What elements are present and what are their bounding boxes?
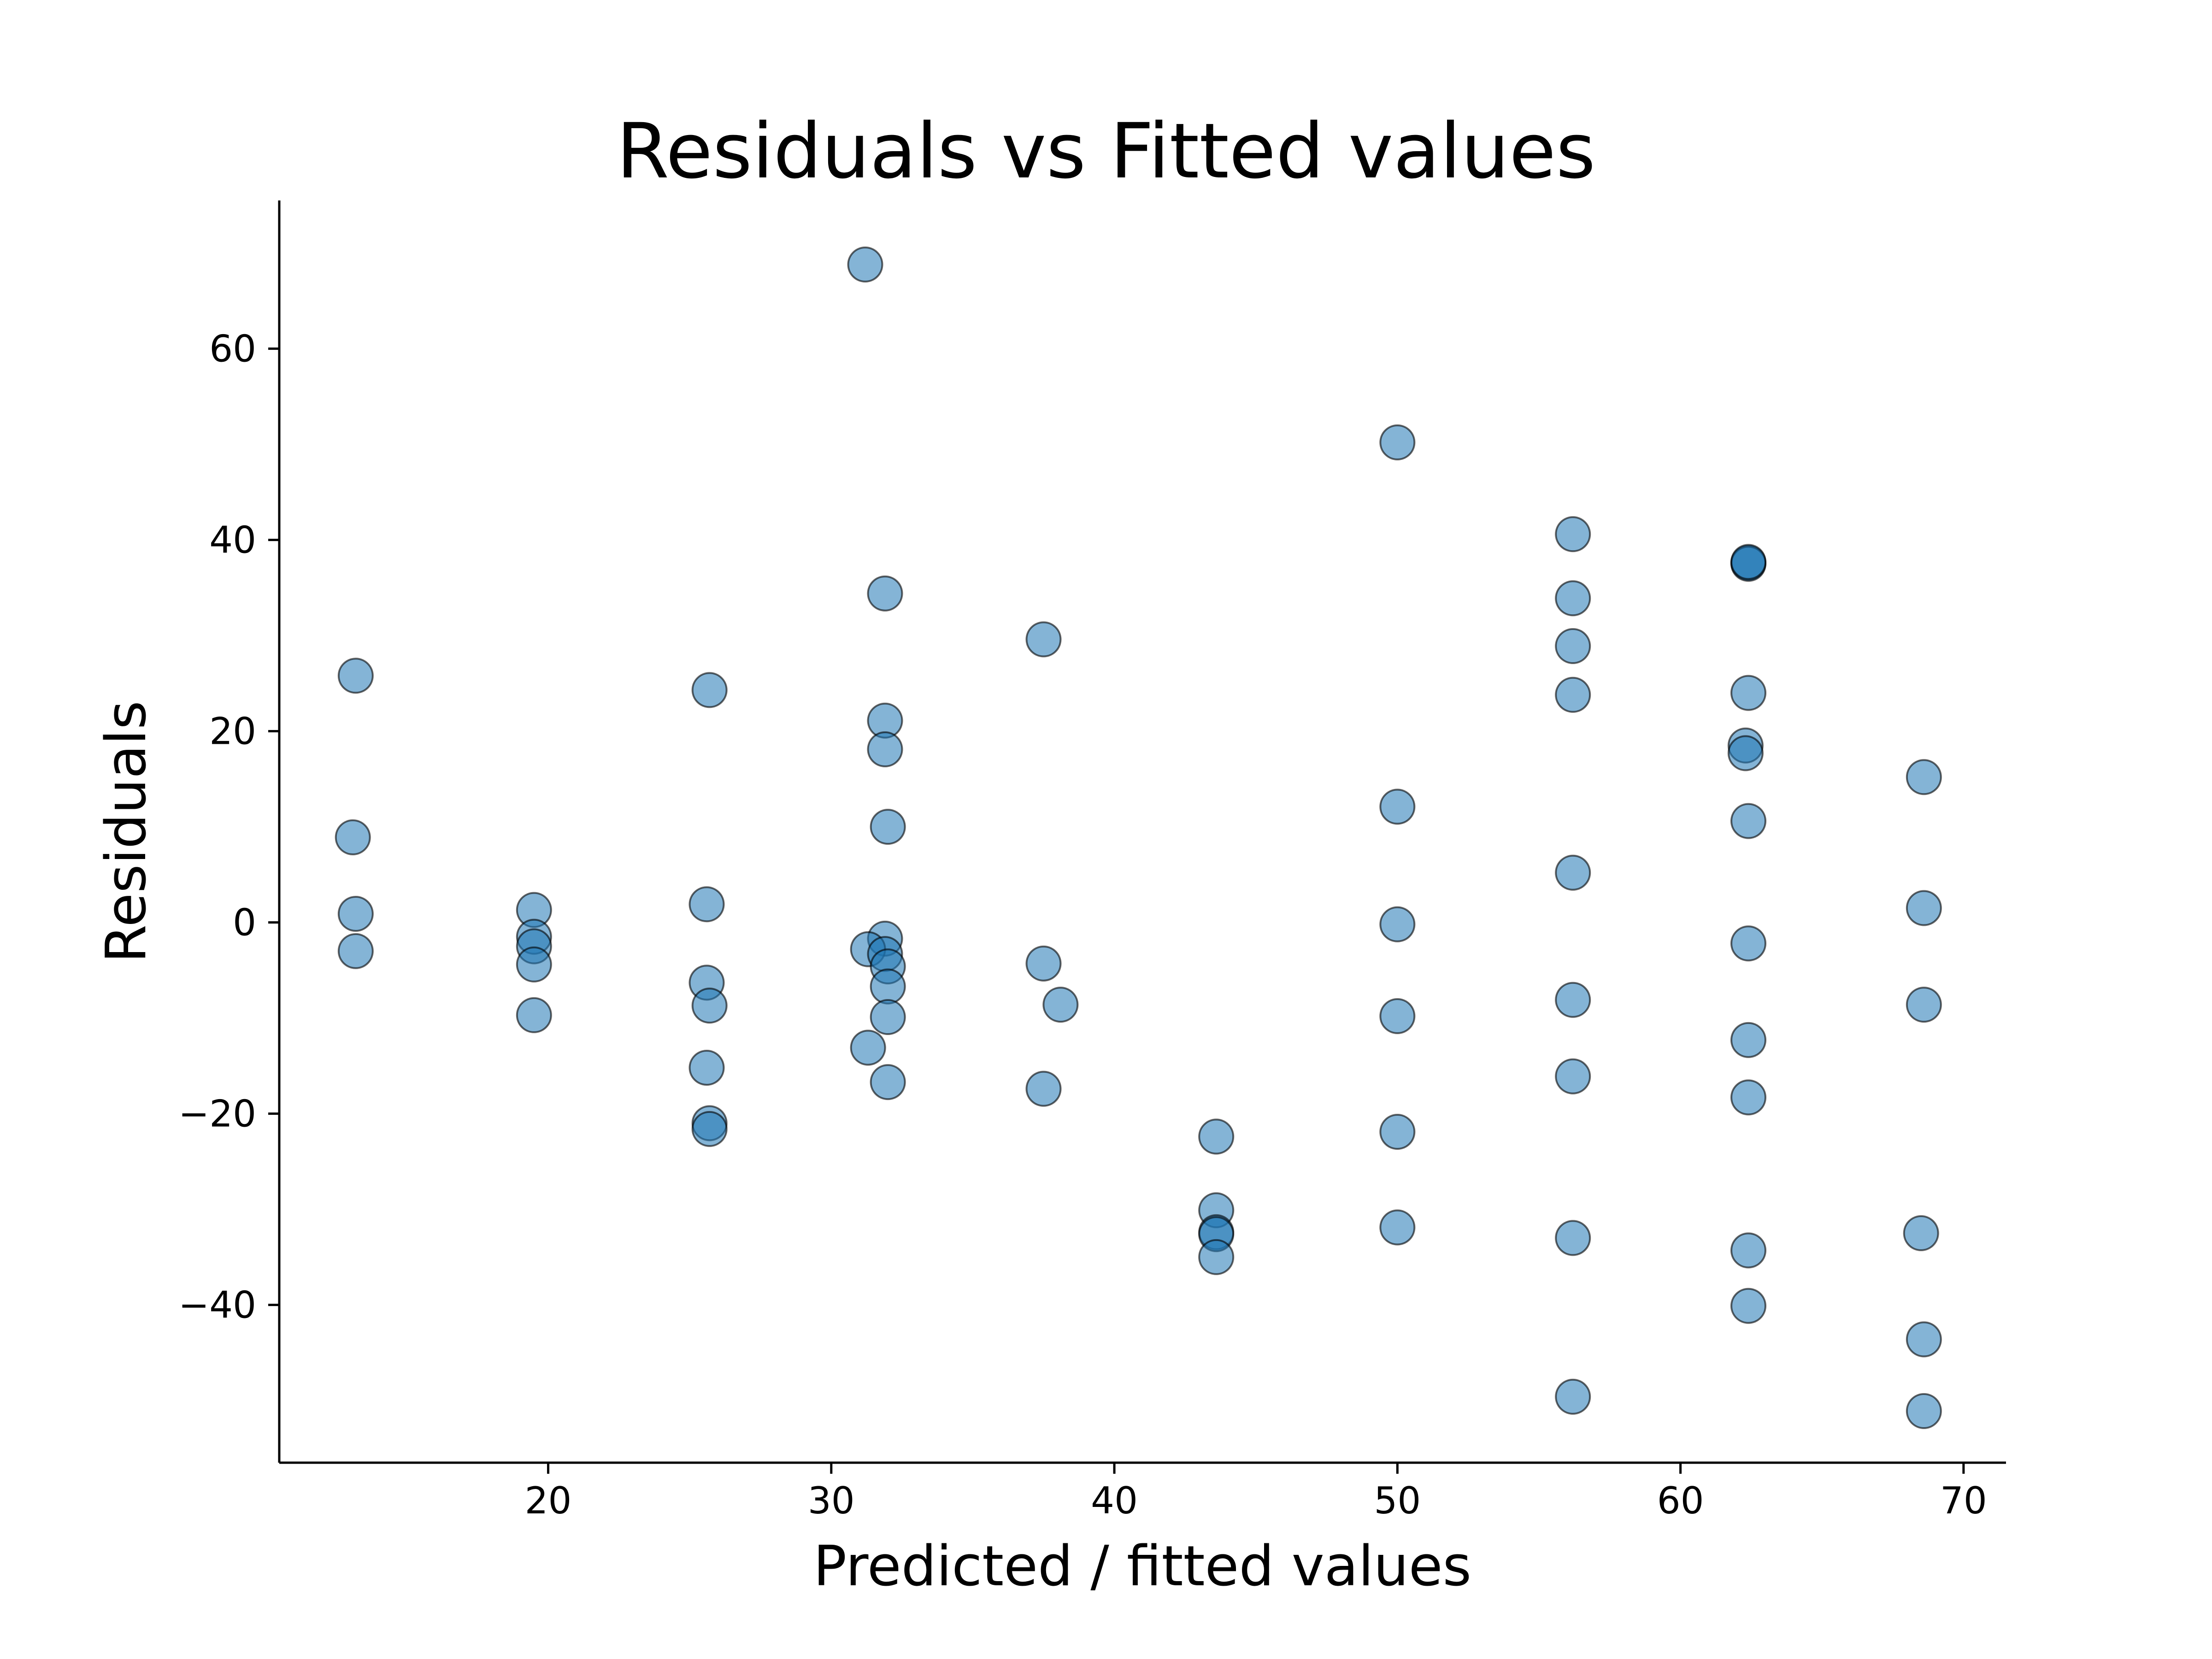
- y-tick-label: 0: [233, 901, 256, 944]
- data-point: [1025, 621, 1062, 658]
- data-point: [1727, 735, 1764, 771]
- data-point: [1025, 1071, 1062, 1107]
- data-point: [1730, 675, 1767, 711]
- data-point: [691, 988, 728, 1024]
- data-point: [867, 575, 903, 612]
- data-point: [1906, 987, 1942, 1023]
- data-point: [1906, 1321, 1942, 1358]
- data-point: [1730, 1232, 1767, 1269]
- data-point: [688, 1050, 725, 1086]
- data-point: [1379, 998, 1416, 1034]
- x-tick-label: 40: [1091, 1479, 1138, 1522]
- data-point: [870, 999, 906, 1035]
- data-point: [1730, 925, 1767, 962]
- data-point: [337, 895, 374, 932]
- data-point: [1555, 1058, 1591, 1094]
- data-point: [847, 247, 883, 283]
- data-point: [1198, 1118, 1235, 1155]
- x-ticks: 20 30 40 50 60 70: [525, 1463, 1987, 1522]
- data-point: [1379, 906, 1416, 942]
- data-point: [1555, 516, 1591, 553]
- y-ticks: −40 −20 0 20 40 60: [178, 328, 279, 1327]
- data-point: [1730, 1022, 1767, 1058]
- y-tick-label: −20: [178, 1093, 256, 1135]
- data-point: [1555, 580, 1591, 617]
- data-point: [1555, 628, 1591, 664]
- data-point: [850, 1030, 886, 1066]
- data-point: [1555, 854, 1591, 891]
- x-tick-label: 60: [1657, 1479, 1704, 1522]
- data-point: [1379, 1114, 1416, 1150]
- data-point: [1730, 544, 1767, 580]
- x-tick-label: 20: [525, 1479, 572, 1522]
- data-point: [1555, 982, 1591, 1018]
- data-point: [1730, 1288, 1767, 1324]
- chart-title: Residuals vs Fitted values: [617, 107, 1596, 195]
- data-point: [1555, 677, 1591, 713]
- data-point: [688, 886, 725, 923]
- data-point: [1042, 987, 1079, 1023]
- points-layer: [335, 247, 1942, 1429]
- data-point: [1379, 788, 1416, 825]
- data-point: [1379, 1209, 1416, 1246]
- data-point: [1906, 890, 1942, 926]
- data-point: [516, 946, 552, 982]
- data-point: [1730, 1079, 1767, 1116]
- x-tick-label: 70: [1940, 1479, 1987, 1522]
- data-point: [870, 809, 906, 845]
- x-tick-label: 30: [808, 1479, 855, 1522]
- data-point: [1379, 424, 1416, 460]
- y-tick-label: 60: [209, 328, 256, 371]
- x-axis-label: Predicted / fitted values: [813, 1535, 1471, 1599]
- data-point: [1906, 1393, 1942, 1429]
- x-tick-label: 50: [1374, 1479, 1421, 1522]
- data-point: [691, 1111, 728, 1147]
- data-point: [516, 997, 552, 1033]
- data-point: [1025, 945, 1062, 982]
- data-point: [335, 819, 371, 855]
- y-tick-label: −40: [178, 1284, 256, 1327]
- data-point: [691, 672, 728, 708]
- data-point: [1906, 759, 1942, 795]
- data-point: [870, 1064, 906, 1100]
- data-point: [1730, 803, 1767, 839]
- data-point: [337, 933, 374, 969]
- data-point: [1903, 1215, 1939, 1251]
- data-point: [870, 968, 906, 1005]
- data-point: [1198, 1239, 1235, 1275]
- y-tick-label: 40: [209, 519, 256, 562]
- data-point: [1555, 1220, 1591, 1256]
- data-point: [1555, 1378, 1591, 1415]
- data-point: [867, 731, 903, 768]
- y-tick-label: 20: [209, 710, 256, 753]
- data-point: [337, 658, 374, 694]
- y-axis-label: Residuals: [94, 700, 159, 963]
